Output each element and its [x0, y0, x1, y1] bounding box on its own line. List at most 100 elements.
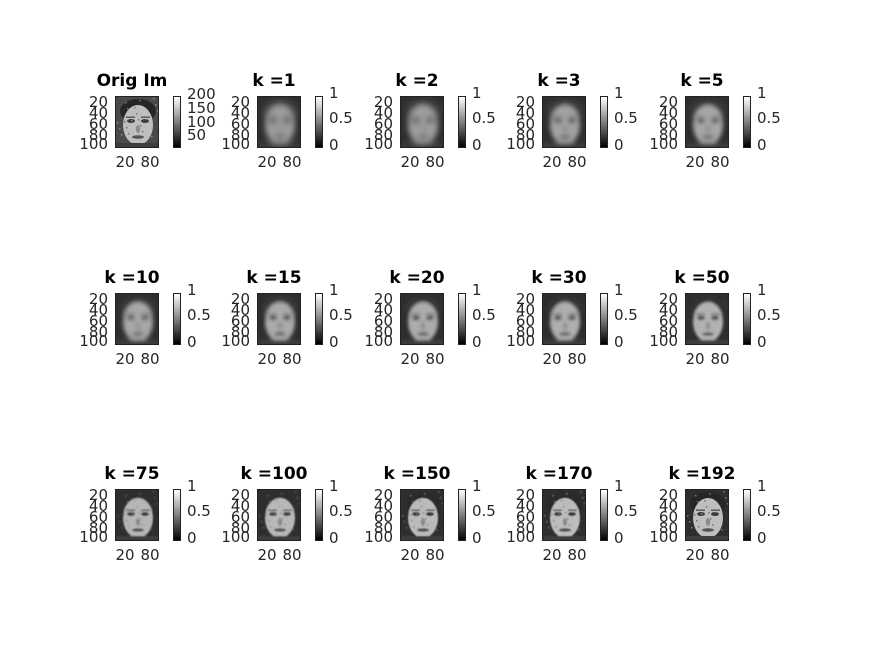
subplot-panel: k =20 20 40 60 80 100 20 80 1 0.5 0: [364, 268, 538, 387]
colorbar-tick-label: 0.5: [614, 306, 638, 324]
colorbar-tick-label: 0: [614, 529, 624, 547]
colorbar: [315, 489, 323, 541]
subplot-title: k =100: [240, 464, 308, 484]
colorbar-tick-label: 0.5: [472, 502, 496, 520]
x-tick-label: 20: [257, 546, 277, 564]
colorbar: [458, 96, 466, 148]
colorbar-tick-label: 1: [472, 281, 482, 299]
subplot-title: k =150: [383, 464, 451, 484]
colorbar: [173, 96, 181, 148]
y-tick-label: 80: [373, 126, 393, 144]
subplot-title: k =3: [537, 71, 581, 91]
subplot-title: Orig Im: [96, 71, 168, 91]
y-tick-label: 40: [658, 301, 678, 319]
colorbar-tick-label: 0: [187, 529, 197, 547]
y-tick-label: 80: [515, 126, 535, 144]
y-tick-label: 40: [515, 497, 535, 515]
x-tick-label: 20: [400, 546, 420, 564]
colorbar-tick-label: 0.5: [757, 502, 781, 520]
face-image: [257, 96, 301, 148]
colorbar-tick-label: 1: [614, 477, 624, 495]
subplot-title: k =192: [668, 464, 736, 484]
x-tick-label: 80: [710, 153, 730, 171]
x-tick-label: 20: [542, 350, 562, 368]
subplot-panel: k =100 20 40 60 80 100 20 80 1 0.5 0: [221, 464, 395, 583]
y-tick-label: 60: [88, 115, 108, 133]
y-tick-label: 60: [515, 115, 535, 133]
colorbar: [173, 489, 181, 541]
face-image: [115, 96, 159, 148]
y-tick-label: 100: [649, 528, 678, 546]
y-tick-label: 80: [515, 519, 535, 537]
x-tick-label: 80: [140, 350, 160, 368]
subplot-panel: k =50 20 40 60 80 100 20 80 1 0.5 0: [649, 268, 823, 387]
colorbar-tick-label: 0: [329, 529, 339, 547]
y-tick-label: 100: [79, 332, 108, 350]
face-image: [400, 293, 444, 345]
subplot-panel: Orig Im 20 40 60 80 100 20 80 200 150 100 50: [79, 71, 253, 190]
subplot-title: k =50: [674, 268, 730, 288]
y-tick-label: 40: [658, 104, 678, 122]
subplot-title: k =30: [531, 268, 587, 288]
colorbar-tick-label: 0.5: [187, 306, 211, 324]
colorbar-tick-label: 1: [472, 84, 482, 102]
x-tick-label: 20: [400, 350, 420, 368]
colorbar-tick-label: 1: [614, 84, 624, 102]
y-tick-label: 40: [658, 497, 678, 515]
face-image: [542, 489, 586, 541]
subplot-panel: k =10 20 40 60 80 100 20 80 1 0.5 0: [79, 268, 253, 387]
subplot-panel: k =75 20 40 60 80 100 20 80 1 0.5 0: [79, 464, 253, 583]
colorbar-tick-label: 50: [187, 126, 207, 144]
colorbar-tick-label: 0.5: [329, 306, 353, 324]
y-tick-label: 80: [658, 519, 678, 537]
colorbar-tick-label: 0.5: [614, 109, 638, 127]
x-tick-label: 20: [257, 153, 277, 171]
y-tick-label: 40: [88, 497, 108, 515]
y-tick-label: 20: [658, 486, 678, 504]
subplot-panel: k =5 20 40 60 80 100 20 80 1 0.5 0: [649, 71, 823, 190]
y-tick-label: 60: [88, 312, 108, 330]
face-image: [257, 293, 301, 345]
x-tick-label: 80: [140, 546, 160, 564]
y-tick-label: 100: [79, 135, 108, 153]
y-tick-label: 80: [88, 323, 108, 341]
y-tick-label: 20: [515, 290, 535, 308]
colorbar: [173, 293, 181, 345]
y-tick-label: 60: [230, 312, 250, 330]
y-tick-label: 20: [373, 93, 393, 111]
colorbar-tick-label: 0.5: [472, 109, 496, 127]
colorbar: [458, 489, 466, 541]
y-tick-label: 40: [373, 497, 393, 515]
colorbar-tick-label: 1: [329, 281, 339, 299]
x-tick-label: 80: [282, 350, 302, 368]
y-tick-label: 80: [373, 323, 393, 341]
colorbar-tick-label: 1: [614, 281, 624, 299]
face-image: [257, 489, 301, 541]
y-tick-label: 80: [515, 323, 535, 341]
face-image: [542, 96, 586, 148]
y-tick-label: 100: [364, 528, 393, 546]
x-tick-label: 20: [115, 153, 135, 171]
y-tick-label: 100: [364, 135, 393, 153]
subplot-panel: k =3 20 40 60 80 100 20 80 1 0.5 0: [506, 71, 680, 190]
colorbar-tick-label: 0: [614, 333, 624, 351]
colorbar-tick-label: 0: [472, 529, 482, 547]
y-tick-label: 100: [506, 528, 535, 546]
x-tick-label: 20: [685, 153, 705, 171]
y-tick-label: 20: [373, 290, 393, 308]
y-tick-label: 60: [230, 508, 250, 526]
y-tick-label: 20: [88, 93, 108, 111]
colorbar: [315, 96, 323, 148]
colorbar: [743, 96, 751, 148]
face-image: [115, 293, 159, 345]
subplot-title: k =15: [246, 268, 302, 288]
x-tick-label: 20: [257, 350, 277, 368]
subplot-title: k =20: [389, 268, 445, 288]
colorbar-tick-label: 1: [187, 477, 197, 495]
colorbar-tick-label: 0.5: [757, 109, 781, 127]
y-tick-label: 20: [515, 93, 535, 111]
colorbar-tick-label: 0: [757, 136, 767, 154]
y-tick-label: 20: [88, 486, 108, 504]
subplot-panel: k =1 20 40 60 80 100 20 80 1 0.5 0: [221, 71, 395, 190]
